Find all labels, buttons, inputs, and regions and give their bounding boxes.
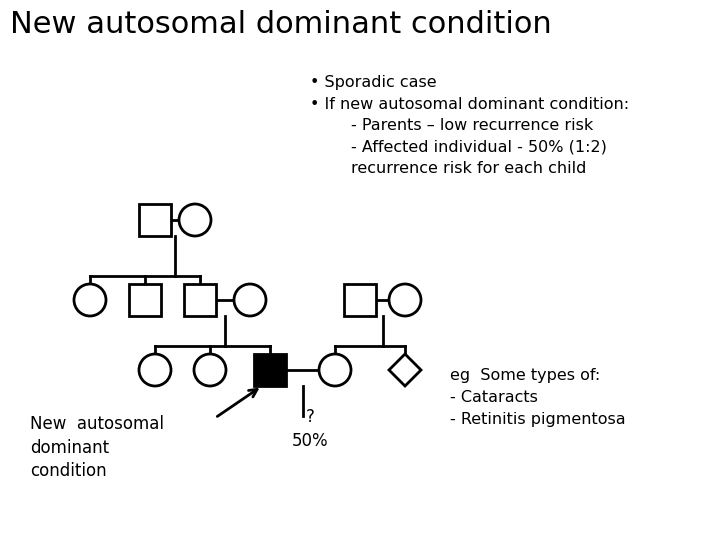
Bar [129,284,161,316]
Bar [139,204,171,236]
Ellipse shape [234,284,266,316]
Polygon shape [389,354,421,386]
Ellipse shape [74,284,106,316]
Bar [344,284,376,316]
Text: ?
50%: ? 50% [292,408,328,450]
Text: • Sporadic case
• If new autosomal dominant condition:
        - Parents – low r: • Sporadic case • If new autosomal domin… [310,75,629,177]
Bar [254,354,286,386]
Bar [184,284,216,316]
Ellipse shape [179,204,211,236]
Text: eg  Some types of:
- Cataracts
- Retinitis pigmentosa: eg Some types of: - Cataracts - Retiniti… [450,368,626,427]
Ellipse shape [139,354,171,386]
Ellipse shape [389,284,421,316]
Text: New  autosomal
dominant
condition: New autosomal dominant condition [30,415,164,480]
Ellipse shape [319,354,351,386]
Ellipse shape [194,354,226,386]
Text: New autosomal dominant condition: New autosomal dominant condition [10,10,552,39]
